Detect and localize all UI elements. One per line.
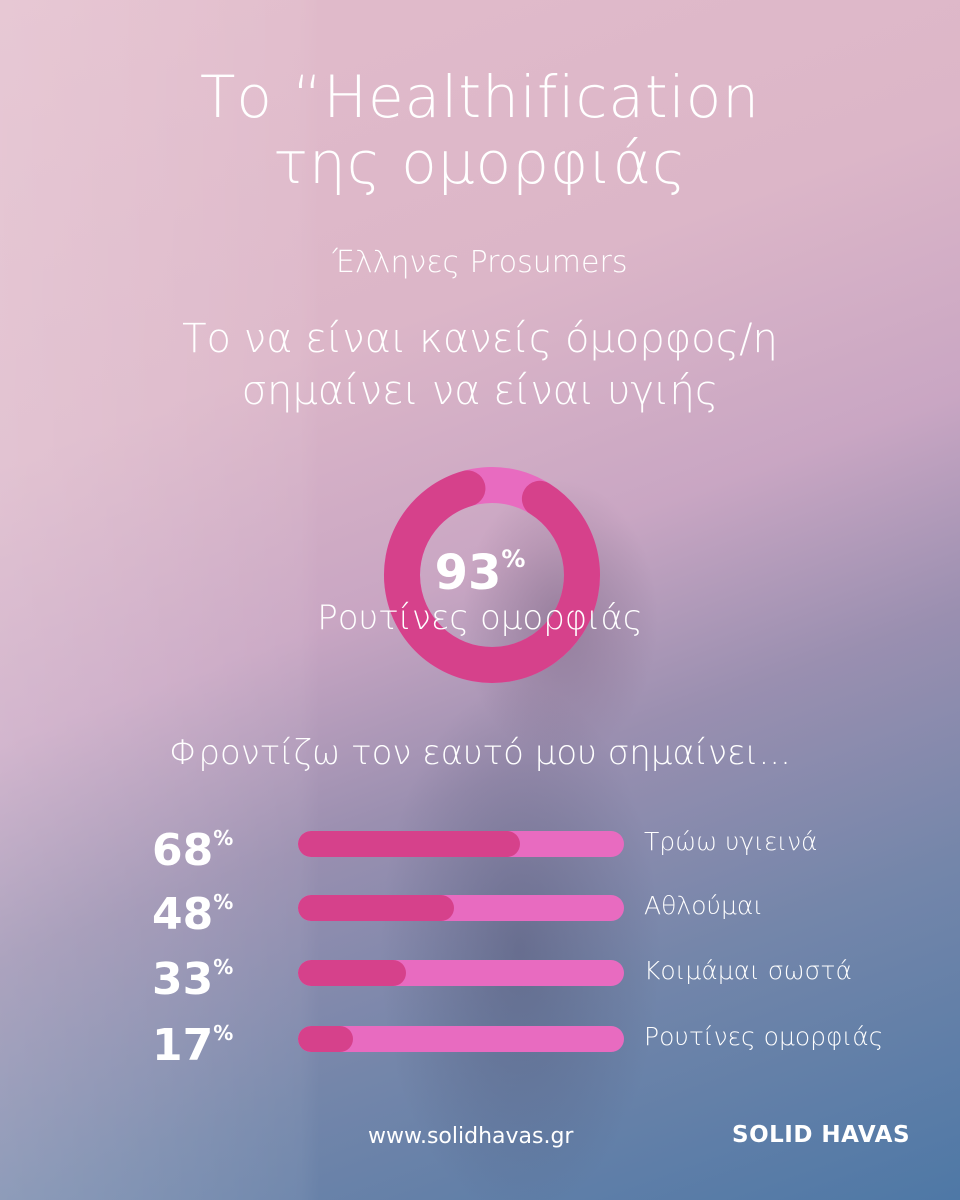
bar-category-label: Ρουτίνες ομορφιάς (644, 1022, 884, 1051)
bar-row: 68% Τρώω υγιεινά (0, 825, 960, 876)
bar-value-unit: % (213, 890, 234, 914)
headline-line-1: Το να είναι κανείς όμορφος/η (182, 316, 778, 362)
bar-row: 33% Κοιμάμαι σωστά (0, 954, 960, 1005)
bar-category-label: Τρώω υγιεινά (644, 827, 818, 856)
bar-value-unit: % (213, 955, 234, 979)
donut-arc (384, 467, 600, 683)
page-title: Το “Healthification της ομορφιάς (0, 64, 960, 196)
bar-track (298, 895, 624, 921)
bar-fill (298, 895, 455, 921)
bar-row: 48% Αθλούμαι (0, 889, 960, 940)
bar-category-label: Αθλούμαι (644, 891, 764, 920)
bar-value-number: 17 (152, 1020, 214, 1071)
subtitle: Έλληνες Prosumers (332, 245, 628, 280)
bar-value-number: 48 (152, 889, 214, 940)
bar-value-number: 33 (152, 954, 214, 1005)
bar-track (298, 1026, 624, 1052)
title-line-2: της ομορφιάς (273, 129, 687, 197)
bar-fill (298, 831, 520, 857)
bar-value-number: 68 (152, 825, 214, 876)
bar-value-label: 68% (152, 825, 233, 876)
donut-value-unit: % (501, 545, 526, 573)
bar-value-unit: % (213, 826, 234, 850)
bar-row: 17% Ρουτίνες ομορφιάς (0, 1020, 960, 1071)
section-title: Φροντίζω τον εαυτό μου σημαίνει... (169, 733, 791, 773)
bar-track (298, 831, 624, 857)
bar-track (298, 960, 624, 986)
solid-havas-logo: SOLID HAVAS (732, 1122, 911, 1148)
bar-fill (298, 960, 406, 986)
bar-value-unit: % (213, 1021, 234, 1045)
title-line-1: Το “Healthification (199, 63, 761, 131)
headline-line-2: σημαίνει να είναι υγιής (241, 368, 719, 414)
headline: Το να είναι κανείς όμορφος/η σημαίνει να… (0, 313, 960, 417)
bar-category-label: Κοιμάμαι σωστά (644, 956, 852, 985)
donut-value-number: 93 (434, 545, 502, 601)
website-link[interactable]: www.solidhavas.gr (368, 1124, 574, 1149)
donut-chart (384, 467, 600, 683)
donut-value: 93% (0, 545, 960, 601)
bar-value-label: 48% (152, 889, 233, 940)
donut-label: Ρουτίνες ομορφιάς (317, 598, 643, 638)
bar-value-label: 17% (152, 1020, 233, 1071)
bar-fill (298, 1026, 354, 1052)
bar-value-label: 33% (152, 954, 233, 1005)
